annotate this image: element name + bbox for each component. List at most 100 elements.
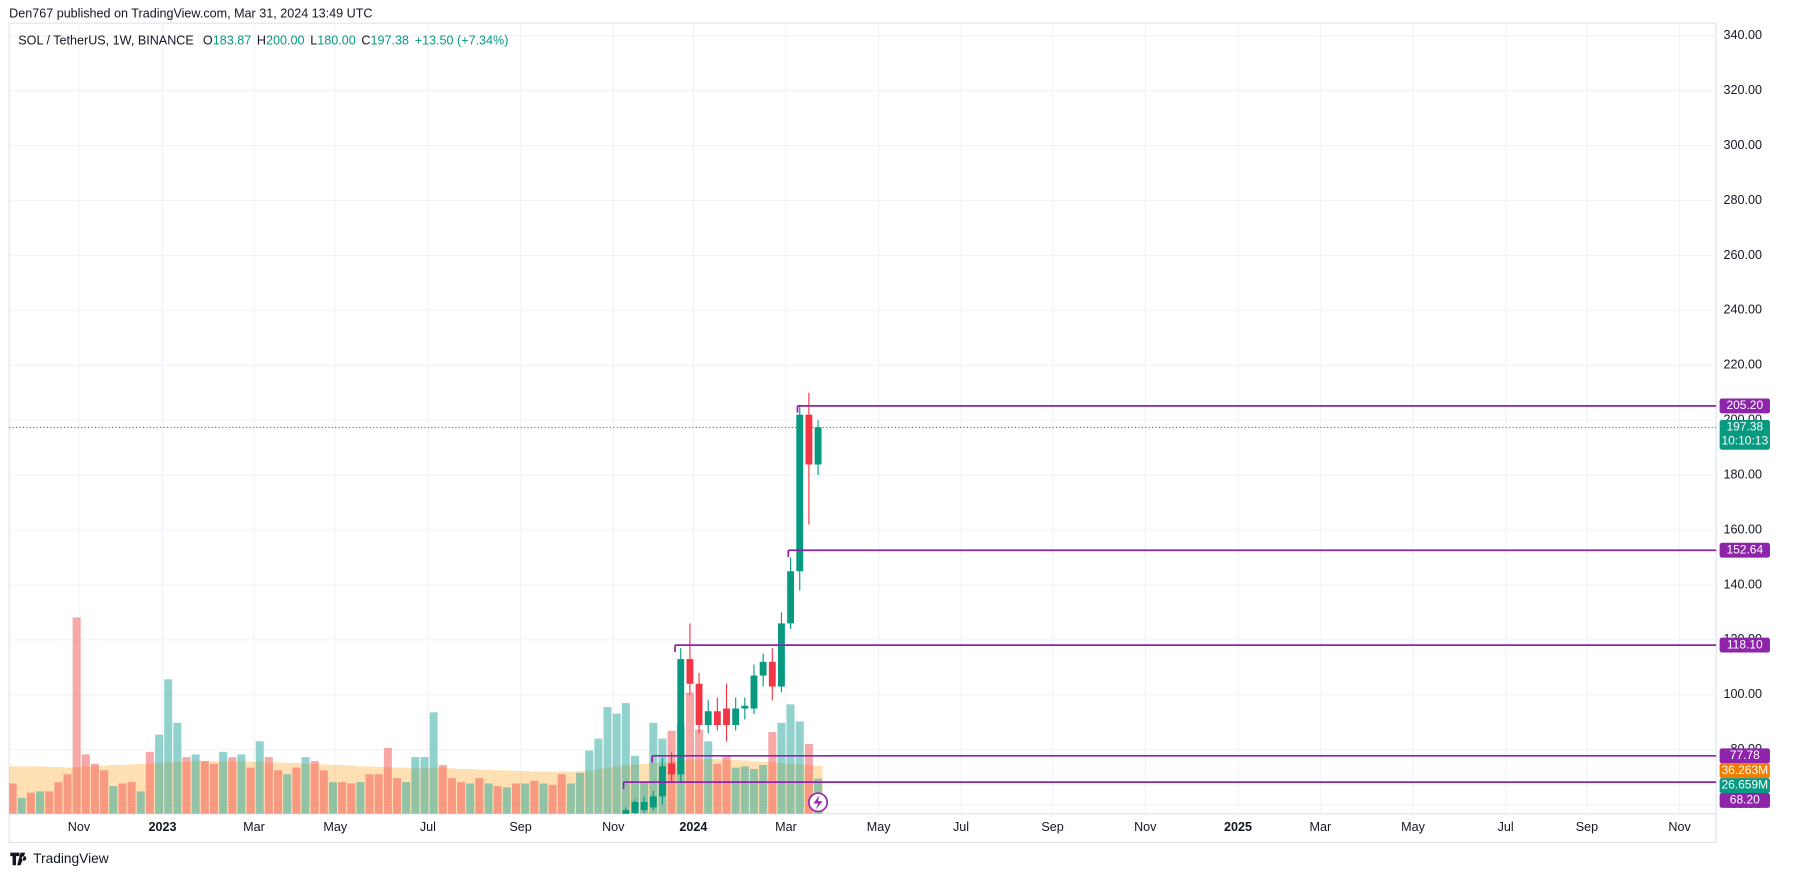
x-tick-label: Mar [243, 820, 265, 834]
volume-bar [393, 778, 402, 814]
legend-field-value: 180.00 [317, 34, 355, 48]
volume-bar [383, 747, 392, 814]
volume-bar [347, 783, 356, 814]
volume-bar [768, 732, 777, 814]
price-label-box [1719, 637, 1770, 653]
volume-bar [36, 791, 45, 814]
volume-bar [228, 757, 237, 814]
volume-bar [722, 755, 731, 814]
candle-body [814, 427, 822, 465]
volume-bar [621, 703, 630, 814]
y-tick-label: 160.00 [1723, 522, 1761, 536]
volume-bar [511, 783, 521, 814]
volume-bar [521, 783, 530, 814]
pane-border [8, 22, 1717, 843]
volume-bar [557, 774, 566, 814]
x-tick-label: Jul [953, 820, 969, 834]
legend-field-label: C [361, 34, 370, 48]
footer-logo: TradingView [10, 851, 109, 866]
volume-bar [566, 783, 575, 814]
candle-body [713, 711, 721, 725]
volume-bar [246, 767, 255, 814]
volume-bar [145, 751, 154, 814]
volume-bar [81, 754, 90, 814]
event-icon-bolt [813, 795, 823, 810]
volume-bar [264, 757, 273, 814]
y-tick-label: 140.00 [1723, 577, 1761, 591]
candle-body [622, 810, 630, 814]
x-tick-label: Sep [1576, 820, 1598, 834]
candle-body [778, 623, 785, 687]
y-tick-label: 220.00 [1723, 358, 1761, 372]
volume-bar [338, 782, 347, 814]
volume-bar [90, 763, 99, 814]
volume-bar [136, 791, 145, 814]
x-tick-label: Nov [1134, 820, 1157, 834]
candle-body [768, 661, 776, 687]
volume-bar [731, 767, 740, 814]
volume-bar [274, 770, 283, 814]
volume-bar [219, 751, 228, 814]
x-tick-label: 2025 [1224, 820, 1252, 834]
volume-bar [17, 797, 26, 814]
volume-bar [740, 766, 749, 814]
x-tick-label: Jul [1498, 820, 1514, 834]
x-tick-label: Jul [420, 820, 436, 834]
volume-bar [502, 787, 511, 814]
legend-field-label: O [203, 34, 213, 48]
volume-bar [603, 707, 612, 814]
y-tick-label: 260.00 [1723, 248, 1761, 262]
candle-body [732, 708, 740, 725]
volume-bar [310, 761, 319, 814]
candle-body [640, 801, 648, 811]
volume-bar [402, 782, 411, 814]
volume-bar [411, 757, 420, 814]
price-label-box [1719, 542, 1770, 558]
volume-bar [54, 782, 63, 814]
x-tick-label: 2023 [148, 820, 176, 834]
volume-bar [420, 757, 429, 814]
y-tick-label: 280.00 [1723, 193, 1761, 207]
candle-body [704, 711, 712, 725]
volume-bar [237, 754, 246, 814]
volume-bar [365, 774, 374, 814]
x-tick-label: Nov [1668, 820, 1691, 834]
price-label: 118.10 [1727, 637, 1763, 651]
volume-bar [155, 734, 164, 814]
volume-bar [493, 786, 502, 814]
price-label-box [1719, 748, 1770, 764]
volume-bar [585, 750, 594, 814]
candle-body [787, 571, 795, 624]
volume-bar [484, 783, 493, 814]
x-tick-label: Sep [509, 820, 531, 834]
volume-bar [173, 722, 182, 814]
volume-bar [548, 784, 557, 814]
x-tick-label: Sep [1041, 820, 1063, 834]
y-tick-label: 180.00 [1723, 467, 1761, 481]
volume-pane [9, 617, 823, 814]
volume-bar [319, 770, 328, 814]
x-tick-label: Nov [68, 820, 91, 834]
price-label: 77.78 [1730, 748, 1760, 762]
price-label-box [1719, 778, 1770, 793]
volume-bar [9, 783, 17, 814]
price-label: 26.659M [1721, 778, 1768, 792]
volume-bar [713, 763, 722, 814]
volume-bar [612, 713, 621, 814]
volume-bar [374, 774, 383, 814]
volume-bar [45, 791, 54, 814]
volume-bar [429, 712, 438, 814]
price-label-box [1719, 792, 1770, 808]
legend-field-value: 183.87 [213, 34, 251, 48]
volume-bar [26, 792, 35, 814]
volume-bar [255, 741, 264, 814]
volume-bar [292, 767, 301, 814]
volume-bar [630, 755, 639, 814]
candle-body [796, 414, 804, 572]
legend: SOL / TetherUS, 1W, BINANCE O183.87 H200.0… [18, 34, 508, 48]
volume-bar [786, 704, 795, 814]
volume-bar [475, 778, 484, 814]
volume-bar [127, 782, 136, 814]
